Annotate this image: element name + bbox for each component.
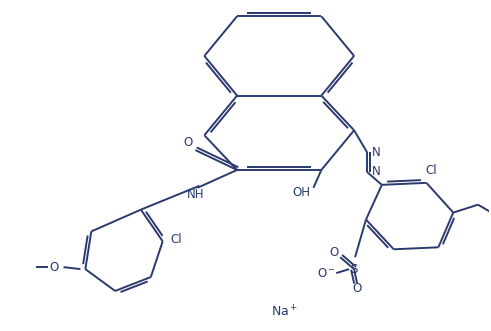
- Text: O: O: [184, 136, 193, 149]
- Text: Na$^+$: Na$^+$: [271, 304, 298, 319]
- Text: NH: NH: [187, 188, 204, 201]
- Text: O: O: [49, 260, 58, 274]
- Text: N: N: [372, 146, 380, 159]
- Text: O: O: [329, 246, 339, 259]
- Text: O: O: [353, 282, 362, 296]
- Text: Cl: Cl: [426, 165, 437, 177]
- Text: Cl: Cl: [171, 233, 182, 246]
- Text: N: N: [372, 166, 380, 178]
- Text: S: S: [351, 262, 358, 276]
- Text: OH: OH: [293, 186, 310, 199]
- Text: O$^-$: O$^-$: [317, 266, 336, 280]
